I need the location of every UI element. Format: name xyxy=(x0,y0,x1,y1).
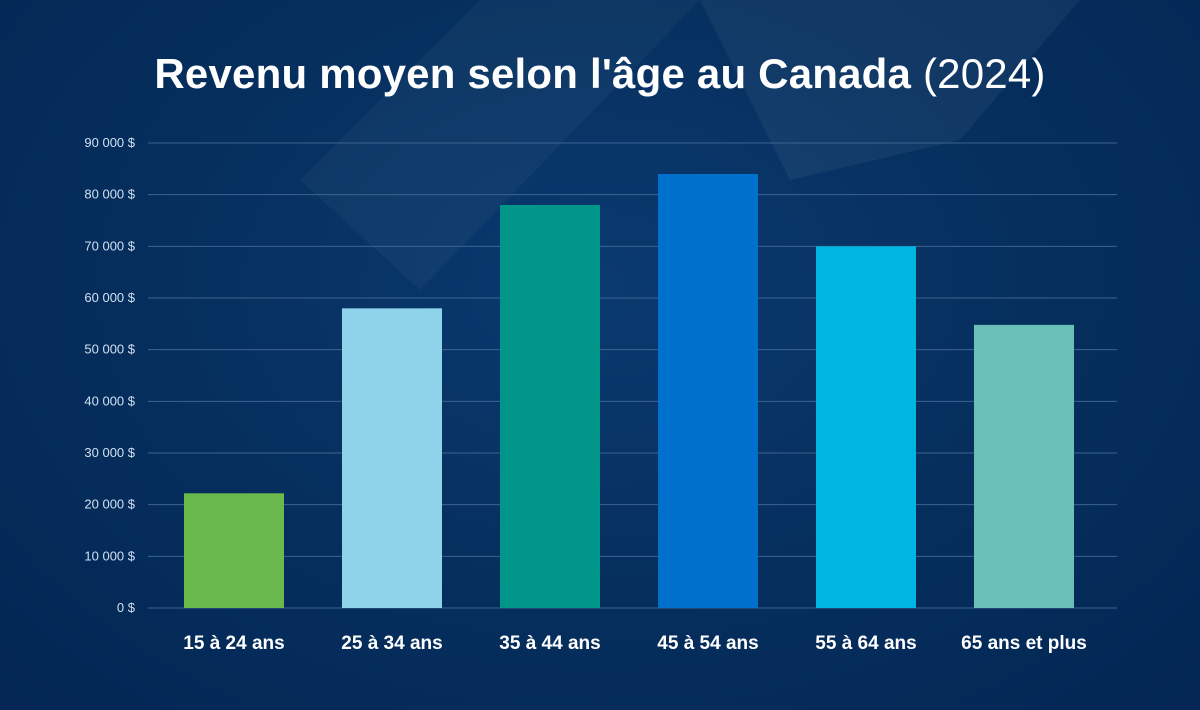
bar xyxy=(500,205,600,608)
chart-title-main: Revenu moyen selon l'âge au Canada xyxy=(154,50,912,97)
bar xyxy=(816,246,916,609)
x-axis-labels: 15 à 24 ans 25 à 34 ans 35 à 44 ans 45 à 54… xyxy=(183,633,1087,654)
x-tick-label: 35 à 44 ans xyxy=(499,633,600,654)
x-tick-label: 15 à 24 ans xyxy=(183,633,284,654)
x-tick-label: 65 ans et plus xyxy=(961,633,1087,654)
y-tick-label: 50 000 $ xyxy=(84,342,135,357)
grid-lines xyxy=(148,142,1117,609)
x-tick-label: 25 à 34 ans xyxy=(341,633,442,654)
y-tick-label: 80 000 $ xyxy=(84,187,135,202)
bar xyxy=(184,493,284,608)
bar xyxy=(974,324,1074,608)
chart-title-year: (2024) xyxy=(922,50,1046,97)
bar xyxy=(658,174,758,608)
y-tick-label: 40 000 $ xyxy=(84,393,135,408)
chart-title: Revenu moyen selon l'âge au Canada (2024… xyxy=(0,50,1200,98)
y-tick-label: 60 000 $ xyxy=(84,290,135,305)
bar xyxy=(342,308,442,608)
decor-stripe-right xyxy=(700,0,1080,180)
bars xyxy=(184,174,1074,609)
y-tick-label: 0 $ xyxy=(117,600,136,615)
x-tick-label: 55 à 64 ans xyxy=(815,633,916,654)
y-tick-label: 90 000 $ xyxy=(84,135,135,150)
x-tick-label: 45 à 54 ans xyxy=(657,633,758,654)
y-tick-label: 30 000 $ xyxy=(84,445,135,460)
y-tick-label: 70 000 $ xyxy=(84,238,135,253)
y-tick-label: 20 000 $ xyxy=(84,497,135,512)
y-axis-ticks: 0 $ 10 000 $ 20 000 $ 30 000 $ 40 000 $ 50 00… xyxy=(84,135,135,615)
y-tick-label: 10 000 $ xyxy=(84,548,135,563)
